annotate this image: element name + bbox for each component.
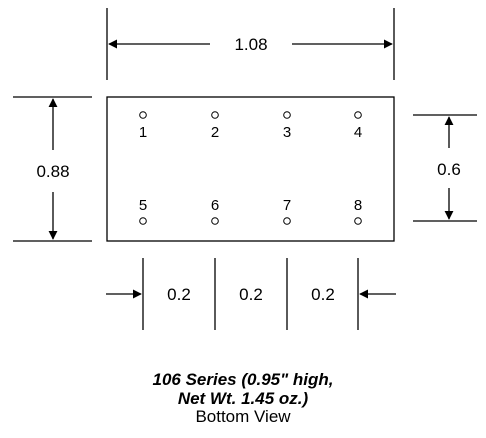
caption-series: 106 Series (0.95" high, xyxy=(152,370,334,389)
pin-number: 5 xyxy=(139,197,147,214)
width-dimension xyxy=(106,8,395,80)
pin-pitch-dimension xyxy=(106,258,396,330)
height-dimension xyxy=(13,96,92,242)
height-label: 0.88 xyxy=(36,162,69,181)
pin-hole xyxy=(211,111,219,119)
pitch-label: 0.2 xyxy=(239,285,263,304)
pin-hole xyxy=(211,217,219,225)
pin-number: 3 xyxy=(283,124,291,141)
pin-number: 8 xyxy=(354,197,362,214)
pin-number: 6 xyxy=(211,197,219,214)
width-label: 1.08 xyxy=(234,35,267,54)
row-spacing-label: 0.6 xyxy=(437,160,461,179)
pin-number: 4 xyxy=(354,124,362,141)
pitch-label: 0.2 xyxy=(311,285,335,304)
pin-number: 7 xyxy=(283,197,291,214)
caption-view: Bottom View xyxy=(195,407,291,426)
pin-hole xyxy=(139,111,147,119)
pin-hole xyxy=(283,217,291,225)
row-spacing-dimension xyxy=(413,114,477,222)
pin-hole xyxy=(354,217,362,225)
pin-number: 1 xyxy=(139,124,147,141)
pin-hole xyxy=(354,111,362,119)
pin-number: 2 xyxy=(211,124,219,141)
caption-weight: Net Wt. 1.45 oz.) xyxy=(177,389,309,408)
pin-hole xyxy=(283,111,291,119)
bottom-pin-row: 5 6 7 8 xyxy=(139,197,362,225)
component-outline xyxy=(106,96,395,242)
pin-hole xyxy=(139,217,147,225)
pitch-label: 0.2 xyxy=(167,285,191,304)
top-pin-row: 1 2 3 4 xyxy=(139,111,362,141)
